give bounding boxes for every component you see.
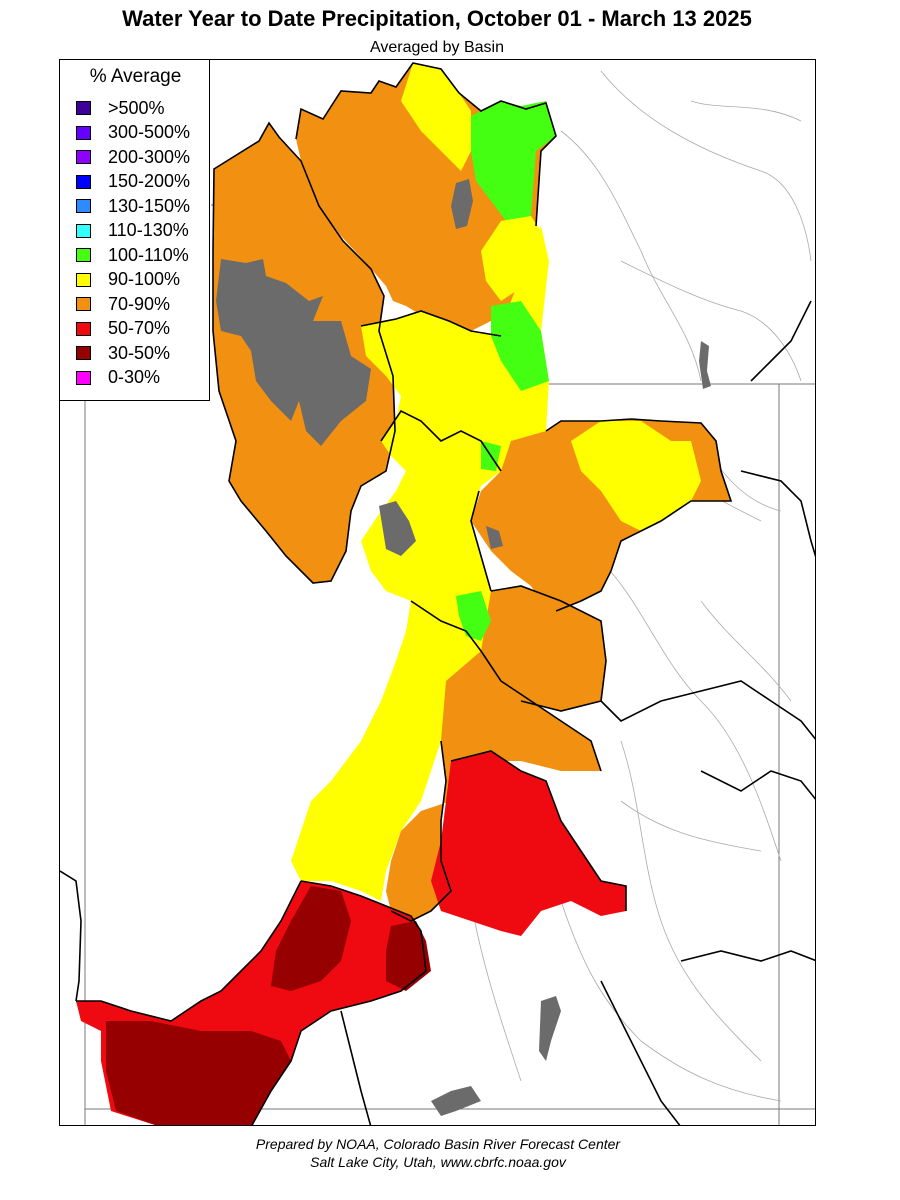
legend-label: 0-30% [108, 367, 161, 387]
legend-item: 130-150% [76, 196, 190, 216]
basin-paria [386, 921, 431, 991]
legend-swatch [76, 101, 91, 115]
great-salt-lake [216, 259, 371, 446]
legend-item: 300-500% [76, 122, 191, 143]
legend-item: 90-100% [76, 269, 181, 290]
basin-yellow-northeast [481, 216, 541, 301]
legend-label: 50-70% [108, 318, 171, 338]
legend-swatch [76, 272, 91, 287]
legend-swatch [76, 321, 91, 336]
river-network [470, 70, 812, 1102]
basin-yampa-upper [571, 421, 701, 531]
legend-label: 150-200% [108, 171, 191, 191]
legend-item: 0-30% [76, 367, 161, 388]
legend-swatch [76, 150, 91, 164]
basin-yellow-north [401, 63, 471, 171]
legend-swatch [76, 125, 91, 140]
legend-item: 70-90% [76, 294, 170, 314]
legend-swatch [76, 297, 91, 311]
flaming-gorge [486, 526, 503, 549]
legend-item: 150-200% [76, 171, 191, 192]
legend-item: >500% [76, 98, 165, 118]
basin-green-central [456, 591, 491, 641]
basin-green-east [491, 301, 549, 391]
legend-item: 30-50% [76, 343, 170, 363]
legend-swatch [76, 199, 91, 213]
legend-item: 200-300% [76, 147, 190, 167]
bear-lake [451, 179, 473, 229]
basin-lower-gila [106, 1021, 291, 1125]
footer-credit: Prepared by NOAA, Colorado Basin River F… [255, 1136, 621, 1152]
legend-title: % Average [89, 66, 182, 87]
basin-virgin [271, 886, 351, 991]
footer-location: Salt Lake City, Utah, www.cbrfc.noaa.gov [310, 1154, 566, 1170]
legend-label: 70-90% [108, 293, 171, 314]
basin-green-north [471, 101, 556, 221]
basin-san-juan [431, 751, 626, 936]
legend-item: 100-110% [76, 245, 189, 265]
legend-label: 30-50% [108, 342, 171, 363]
legend-label: 110-130% [108, 220, 189, 240]
legend-label: 100-110% [108, 244, 189, 265]
legend-label: >500% [108, 97, 165, 118]
legend-swatch [76, 223, 91, 238]
basin-central [291, 226, 549, 901]
map-subtitle: Averaged by Basin [369, 39, 504, 56]
lakes [216, 179, 711, 1116]
reservoir-east [699, 341, 711, 389]
basin-map [60, 62, 815, 1125]
legend-swatch [76, 174, 91, 189]
legend-label: 200-300% [108, 146, 191, 167]
legend-swatch [76, 370, 91, 385]
legend-swatch [76, 346, 91, 360]
legend-label: 130-150% [108, 195, 191, 216]
legend-label: 300-500% [108, 122, 191, 142]
legend-label: 90-100% [108, 269, 181, 289]
lake-powell [431, 1086, 481, 1116]
lake-mead [539, 996, 561, 1061]
map-frame [59, 59, 816, 1126]
basin-boundaries [60, 62, 815, 1125]
legend-item: 50-70% [76, 318, 171, 339]
basin-gunnison [471, 586, 606, 711]
legend: % Average >500% 300-500% 200-300% 150-200% 1… [59, 59, 210, 401]
legend-swatch [76, 248, 91, 262]
map-title: Water Year to Date Precipitation, Octobe… [122, 6, 752, 31]
legend-item: 110-130% [76, 220, 189, 241]
utah-lake [379, 501, 416, 556]
